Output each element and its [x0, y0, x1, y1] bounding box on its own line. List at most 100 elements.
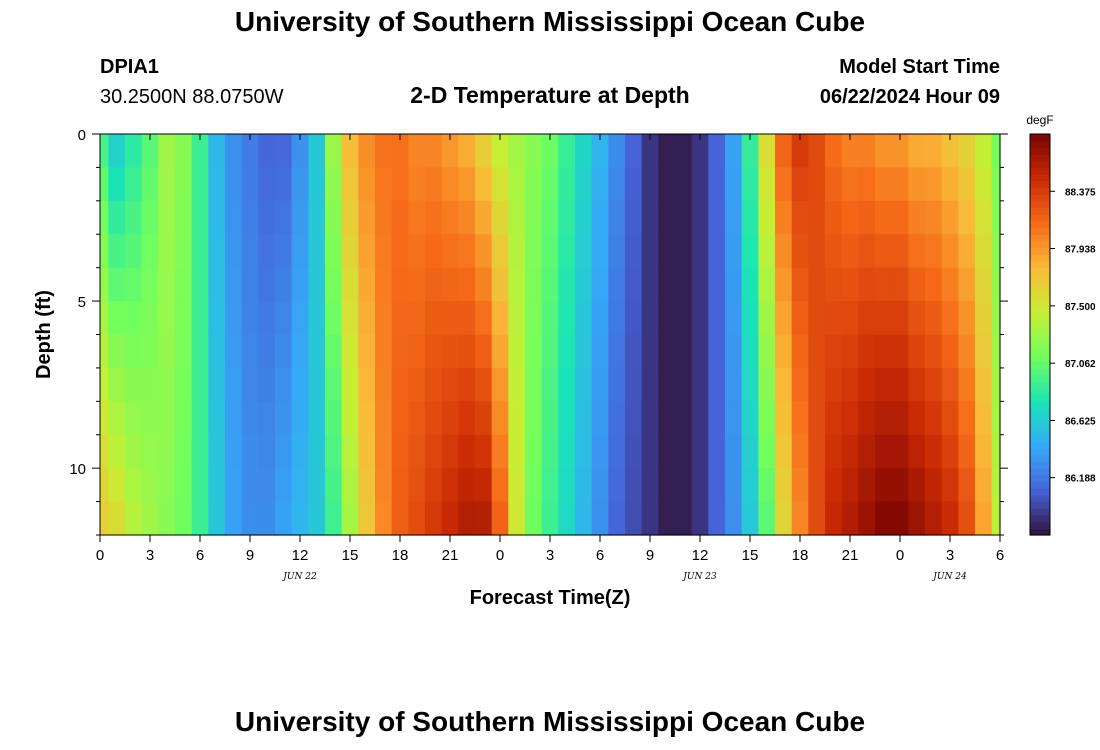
heatmap-cell [691, 134, 709, 169]
heatmap-cell [441, 234, 459, 269]
heatmap-cell [891, 468, 909, 503]
heatmap-cell [758, 434, 776, 469]
heatmap-cell [408, 167, 426, 202]
heatmap-cell [358, 334, 376, 369]
heatmap-cell [875, 301, 893, 336]
heatmap-cell [991, 401, 1001, 436]
heatmap-cell [458, 434, 476, 469]
heatmap-cell [841, 167, 859, 202]
heatmap-cell [441, 134, 459, 169]
heatmap-cell [341, 167, 359, 202]
heatmap-cell [675, 200, 693, 235]
heatmap-cell [991, 200, 1001, 235]
heatmap-cell [841, 367, 859, 402]
heatmap-cell [141, 468, 159, 503]
heatmap-cell [158, 334, 176, 369]
heatmap-cell [825, 434, 843, 469]
heatmap-cell [825, 234, 843, 269]
heatmap-cell [725, 401, 743, 436]
heatmap-cell [458, 301, 476, 336]
heatmap-cell [775, 301, 793, 336]
heatmap-cell [408, 200, 426, 235]
heatmap-cell [125, 334, 143, 369]
heatmap-cell [225, 301, 243, 336]
heatmap-cell [158, 234, 176, 269]
heatmap-cell [858, 267, 876, 302]
heatmap-cell [325, 167, 343, 202]
heatmap-cell [558, 301, 576, 336]
heatmap-cell [575, 167, 593, 202]
heatmap-cell [375, 301, 393, 336]
colorbar-tick-label: 87.500 [1065, 302, 1096, 313]
x-tick-label: 0 [896, 547, 904, 564]
y-axis-title: Depth (ft) [33, 290, 55, 379]
heatmap-cell [108, 367, 126, 402]
heatmap-cell [241, 434, 259, 469]
heatmap-cell [408, 434, 426, 469]
heatmap-cell [408, 401, 426, 436]
station-coordinates: 30.2500N 88.0750W [100, 86, 284, 108]
colorbar-segment [1030, 227, 1050, 235]
heatmap-cell [475, 434, 493, 469]
heatmap-cell [191, 501, 209, 536]
heatmap-cell [725, 234, 743, 269]
heatmap-cell [691, 334, 709, 369]
heatmap-cell [858, 468, 876, 503]
colorbar-segment [1030, 514, 1050, 523]
heatmap-cell [100, 200, 109, 235]
heatmap-cell [258, 501, 276, 536]
heatmap-cell [641, 501, 659, 536]
colorbar-segment [1030, 180, 1050, 189]
heatmap-cell [741, 267, 759, 302]
heatmap-cell [675, 468, 693, 503]
heatmap-cell [358, 434, 376, 469]
heatmap-cell [341, 134, 359, 169]
heatmap-cell [141, 267, 159, 302]
heatmap-cell [391, 200, 409, 235]
heatmap-cell [625, 434, 643, 469]
heatmap-cell [191, 334, 209, 369]
chart-title: 2-D Temperature at Depth [410, 82, 690, 108]
heatmap-cell [875, 468, 893, 503]
heatmap-cell [991, 234, 1001, 269]
heatmap-cell [391, 501, 409, 536]
heatmap-cell [908, 234, 926, 269]
heatmap-cell [525, 434, 543, 469]
colorbar-segment [1030, 327, 1050, 336]
heatmap-cell [108, 234, 126, 269]
heatmap-cell [325, 234, 343, 269]
heatmap-cell [358, 501, 376, 536]
heatmap-cell [100, 301, 109, 336]
heatmap-cell [541, 134, 559, 169]
colorbar-segment [1030, 387, 1050, 396]
colorbar-segment [1030, 494, 1050, 503]
heatmap-cell [908, 301, 926, 336]
heatmap-cell [575, 501, 593, 536]
heatmap-cell [108, 167, 126, 202]
heatmap-cell [475, 468, 493, 503]
heatmap-cell [525, 501, 543, 536]
colorbar-segment [1030, 314, 1050, 322]
heatmap-cell [375, 401, 393, 436]
heatmap-cell [808, 134, 826, 169]
heatmap-cell [358, 234, 376, 269]
heatmap-cell [675, 167, 693, 202]
colorbar-tick-label: 87.062 [1065, 359, 1096, 370]
heatmap-cell [241, 501, 259, 536]
x-tick-label: 18 [392, 547, 409, 564]
heatmap-cell [991, 134, 1001, 169]
heatmap-cell [575, 367, 593, 402]
heatmap-cell [808, 267, 826, 302]
heatmap-cell [575, 301, 593, 336]
heatmap-cell [541, 334, 559, 369]
heatmap-cell [725, 334, 743, 369]
heatmap-cell [541, 401, 559, 436]
heatmap-cell [625, 234, 643, 269]
x-tick-label: 15 [342, 547, 359, 564]
heatmap-cell [891, 200, 909, 235]
heatmap-cell [975, 434, 993, 469]
heatmap-cell [741, 501, 759, 536]
heatmap-cell [175, 234, 193, 269]
heatmap-cell [675, 301, 693, 336]
heatmap-cell [458, 200, 476, 235]
